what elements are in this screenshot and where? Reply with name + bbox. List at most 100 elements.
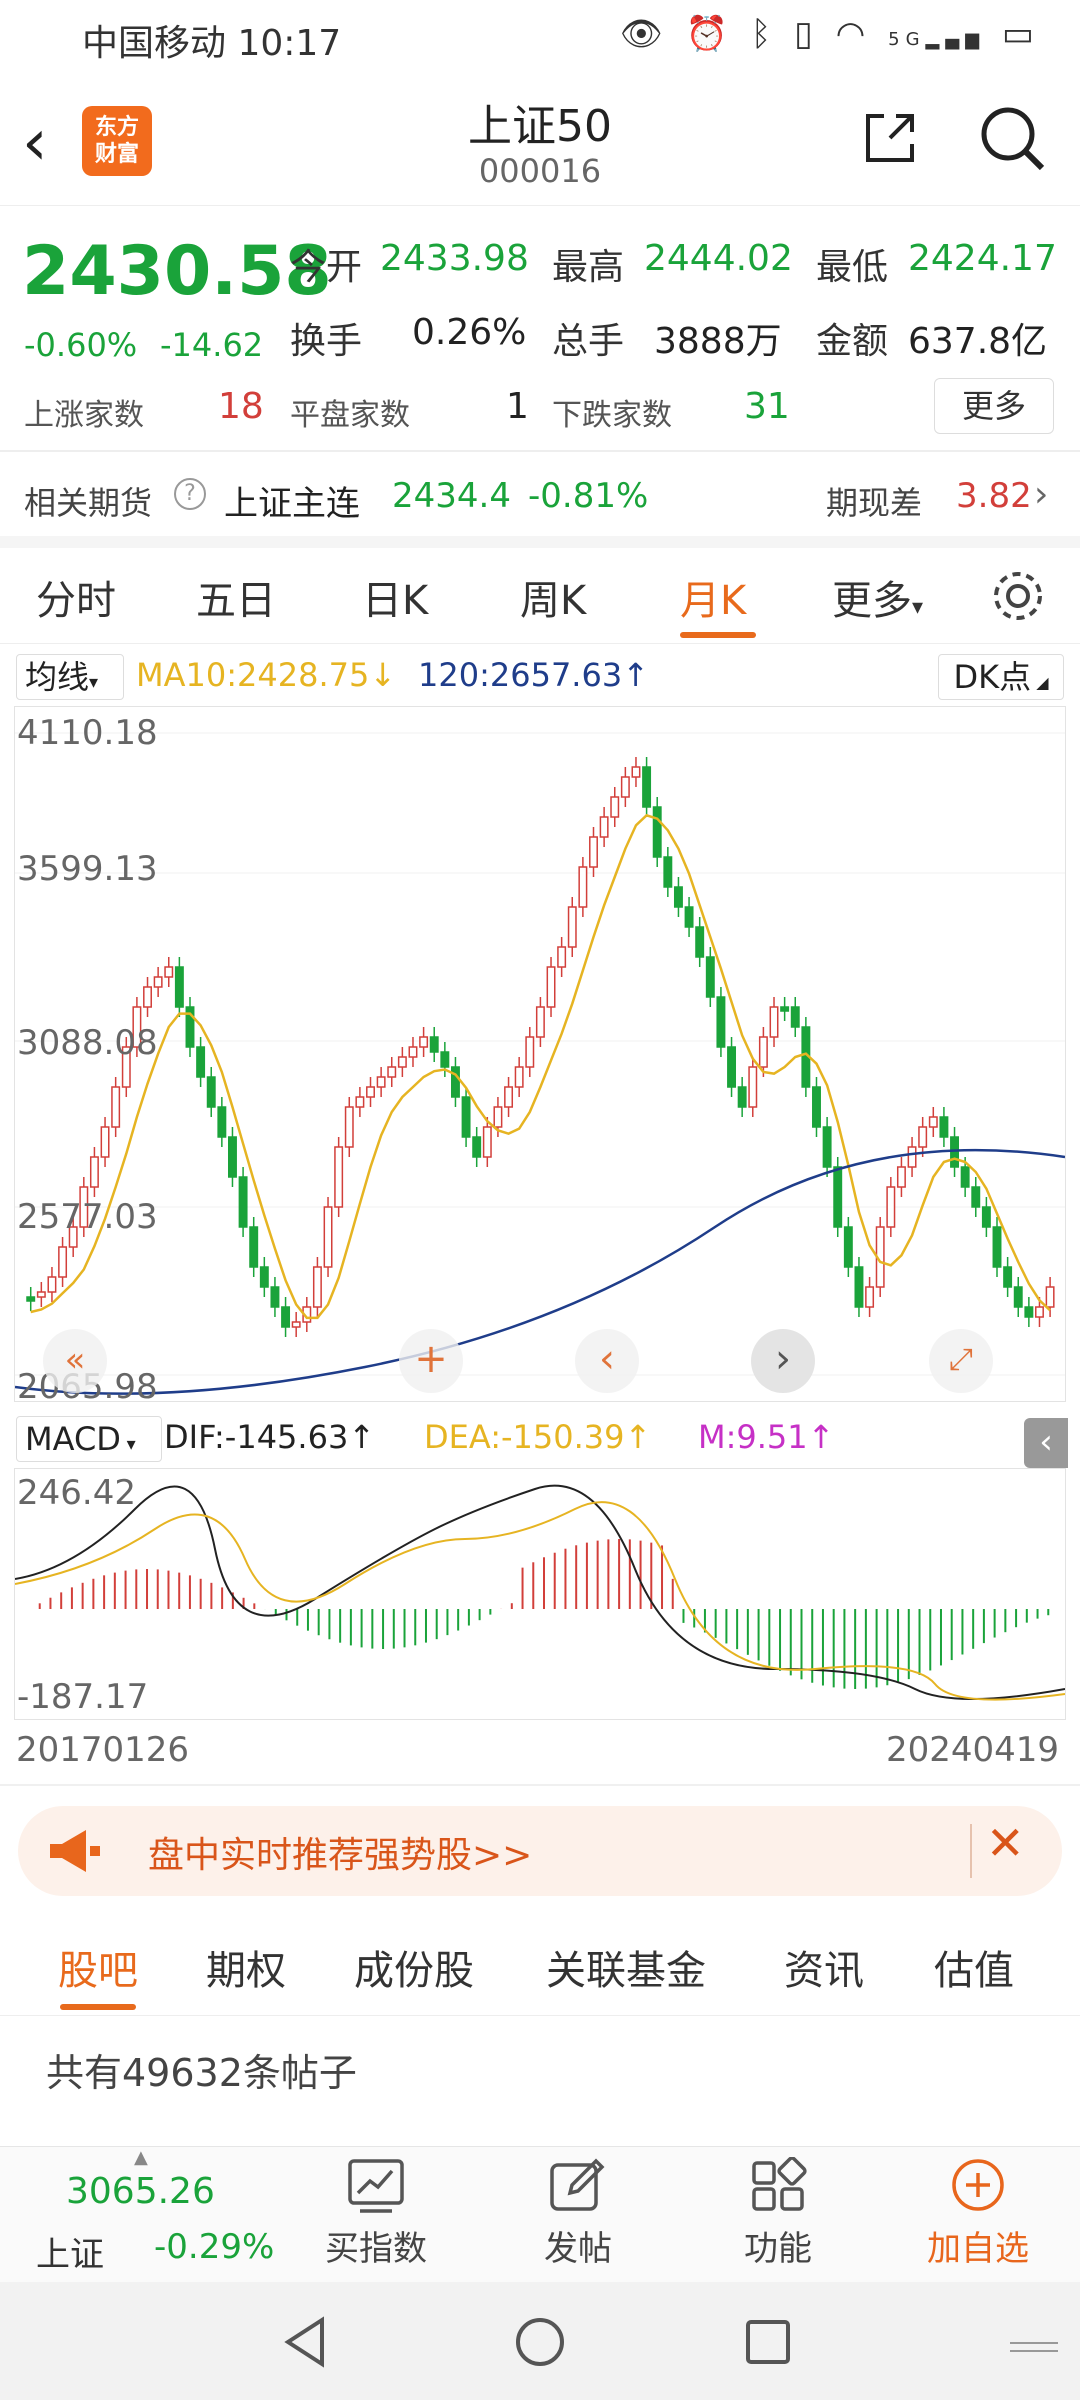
- candle-body: [174, 966, 184, 1008]
- ma-selector[interactable]: 均线▾: [16, 654, 124, 700]
- tab-options[interactable]: 期权: [206, 1948, 286, 1994]
- volume-value: 3888万: [654, 321, 782, 362]
- promo-banner[interactable]: 盘中实时推荐强势股>> ✕: [18, 1806, 1062, 1896]
- tab-news[interactable]: 资讯: [784, 1948, 864, 1994]
- candle-body: [164, 966, 174, 978]
- nav-home-icon[interactable]: [514, 2316, 566, 2368]
- dif-line: [15, 1484, 1065, 1700]
- tab-valuation[interactable]: 估值: [934, 1948, 1014, 1994]
- x-end-date: 20240419: [886, 1730, 1060, 1770]
- zoom-in-icon[interactable]: +: [399, 1329, 463, 1393]
- post-button[interactable]: 发帖: [508, 2157, 648, 2270]
- candle-body: [121, 1046, 131, 1088]
- tab-related-funds[interactable]: 关联基金: [546, 1948, 706, 1994]
- search-icon[interactable]: [976, 102, 1048, 174]
- basis-label: 期现差: [826, 484, 923, 522]
- tab-constituents[interactable]: 成份股: [354, 1948, 474, 1994]
- open-label: 今开: [290, 247, 363, 288]
- candle-body: [599, 816, 609, 838]
- candle-body: [790, 1006, 800, 1028]
- index-name[interactable]: 上证: [36, 2235, 104, 2275]
- stock-code: 000016: [478, 152, 602, 190]
- candle-body: [419, 1036, 429, 1048]
- dea-value: DEA:-150.39↑: [424, 1418, 652, 1456]
- turnover-label: 换手: [290, 321, 363, 362]
- candle-body: [589, 836, 598, 868]
- tab-daily-k[interactable]: 日K: [362, 578, 429, 624]
- nav-back-icon[interactable]: [282, 2316, 332, 2368]
- settings-gear-icon[interactable]: [990, 568, 1046, 624]
- tab-more[interactable]: 更多▾: [832, 578, 924, 624]
- y-tick-label: 3599.13: [17, 849, 158, 889]
- candle-body: [281, 1306, 291, 1328]
- candle-body: [907, 1146, 917, 1168]
- back-icon[interactable]: ‹: [22, 106, 48, 180]
- index-price[interactable]: 3065.26: [66, 2171, 215, 2212]
- candle-body: [822, 1126, 832, 1168]
- status-icons: 👁 ⏰ ᛒ ▯ ◠ 5G▂▄▆ ▭: [620, 14, 1040, 54]
- tab-guba[interactable]: 股吧: [58, 1948, 138, 1994]
- share-icon[interactable]: [860, 108, 920, 168]
- kline-chart[interactable]: 4110.18 3599.13 3088.08 2577.03 2065.98 …: [14, 706, 1066, 1407]
- candle-body: [812, 1086, 821, 1128]
- candle-body: [1035, 1306, 1044, 1318]
- eye-icon: 👁: [619, 14, 669, 54]
- down-count-label: 下跌家数: [552, 398, 672, 433]
- futures-label: 相关期货: [24, 484, 153, 522]
- app-logo: 东方 财富: [82, 106, 152, 176]
- help-icon[interactable]: ?: [174, 478, 206, 510]
- tab-five-day[interactable]: 五日: [196, 578, 276, 624]
- index-pct[interactable]: -0.29%: [154, 2227, 275, 2267]
- candle-body: [652, 806, 662, 858]
- close-icon[interactable]: ✕: [986, 1816, 1025, 1870]
- macd-selector[interactable]: MACD ▾: [16, 1416, 162, 1462]
- macd-indicator-row: MACD ▾ DIF:-145.63↑ DEA:-150.39↑ M:9.51↑…: [0, 1412, 1080, 1468]
- next-icon[interactable]: ›: [751, 1329, 815, 1393]
- nav-menu-icon[interactable]: [1010, 2342, 1058, 2352]
- volume-label: 总手: [552, 321, 625, 362]
- rewind-icon[interactable]: «: [43, 1329, 107, 1393]
- futures-row[interactable]: 相关期货 ? 上证主连 2434.4 -0.81% 期现差 3.82 ›: [0, 460, 1080, 536]
- add-watchlist-button[interactable]: 加自选: [908, 2157, 1048, 2270]
- dk-point-button[interactable]: DK点 ◢: [938, 654, 1064, 700]
- candle-body: [950, 1136, 959, 1168]
- ma-indicator-row: 均线▾ MA10:2428.75↓ 120:2657.63↑ DK点 ◢: [0, 648, 1080, 702]
- tab-intraday[interactable]: 分时: [36, 578, 116, 624]
- candle-body: [153, 976, 163, 988]
- functions-button[interactable]: 功能: [708, 2157, 848, 2270]
- candle-body: [429, 1036, 439, 1053]
- dif-value: DIF:-145.63↑: [164, 1418, 376, 1456]
- ma10-value: MA10:2428.75↓: [136, 656, 397, 694]
- flat-count: 1: [506, 386, 529, 427]
- futures-pct: -0.81%: [528, 476, 649, 516]
- collapse-panel-icon[interactable]: ‹: [1024, 1418, 1068, 1468]
- nav-recents-icon[interactable]: [744, 2318, 792, 2366]
- tab-weekly-k[interactable]: 周K: [520, 578, 587, 624]
- candle-body: [843, 1226, 853, 1268]
- candle-body: [727, 1046, 737, 1088]
- ma120-line: [15, 1148, 1065, 1395]
- more-button[interactable]: 更多: [934, 378, 1054, 434]
- change-amount: -14.62: [160, 326, 264, 364]
- candle-body: [68, 1226, 78, 1248]
- candle-body: [100, 1126, 110, 1158]
- buy-index-button[interactable]: 买指数: [306, 2157, 446, 2270]
- prev-icon[interactable]: ‹: [575, 1329, 639, 1393]
- candle-body: [58, 1246, 68, 1278]
- signal-icon: 5G▂▄▆: [888, 29, 986, 50]
- grid-apps-icon: [752, 2157, 807, 2211]
- period-tabs: 分时 五日 日K 周K 月K 更多▾: [0, 548, 1080, 644]
- amount-value: 637.8亿: [908, 321, 1048, 362]
- candle-body: [249, 1226, 259, 1268]
- candle-body: [737, 1086, 747, 1108]
- candle-body: [217, 1106, 227, 1138]
- trend-chart-icon: [348, 2159, 404, 2213]
- kline-canvas: [15, 732, 1065, 1395]
- candle-body: [408, 1046, 418, 1058]
- open-value: 2433.98: [380, 238, 529, 279]
- macd-chart: 246.42 -187.17: [14, 1468, 1066, 1720]
- candle-body: [472, 1136, 482, 1158]
- candle-body: [1013, 1286, 1023, 1308]
- fullscreen-icon[interactable]: ⤢: [929, 1329, 993, 1393]
- tab-monthly-k[interactable]: 月K: [680, 578, 747, 624]
